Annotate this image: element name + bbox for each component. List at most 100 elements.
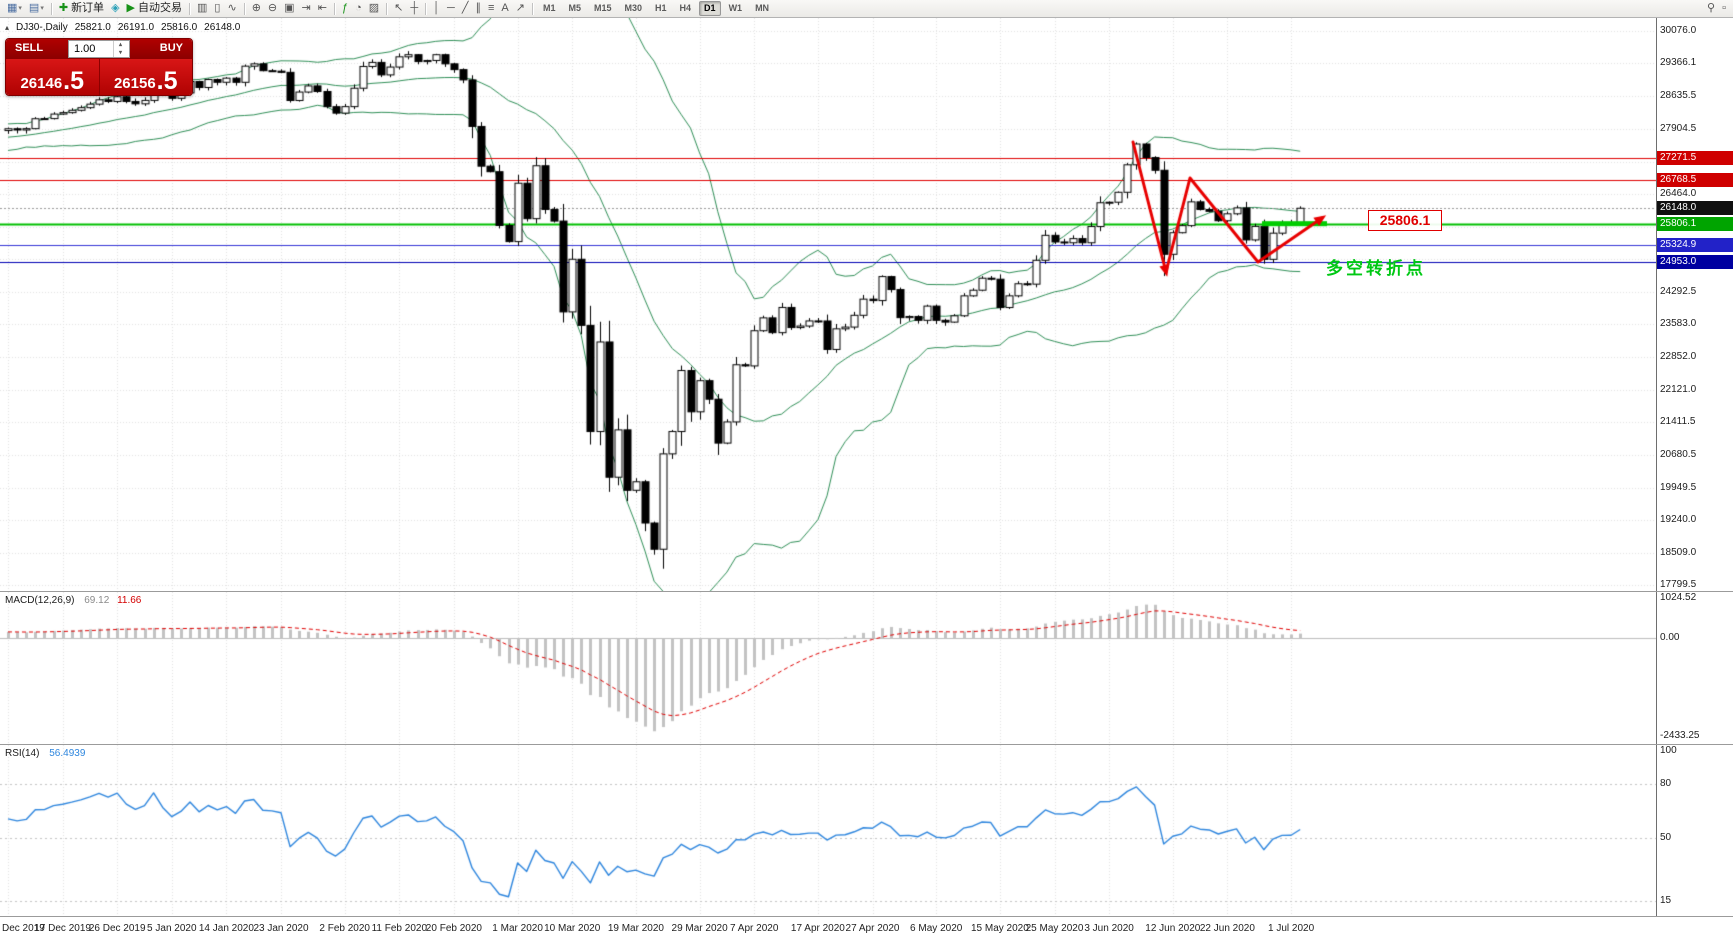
indicators-icon[interactable]: ƒ bbox=[339, 1, 351, 16]
chart-shift-icon[interactable]: ⇤ bbox=[315, 1, 330, 16]
date-axis-label: 7 Apr 2020 bbox=[730, 923, 779, 934]
zoom-in-icon[interactable]: ⊕ bbox=[249, 1, 264, 16]
rsi-canvas[interactable] bbox=[0, 745, 1656, 917]
vertical-line-icon[interactable]: │ bbox=[430, 1, 443, 16]
date-axis-label: 25 May 2020 bbox=[1025, 923, 1084, 934]
volume-increase-button[interactable]: ▴ bbox=[118, 42, 122, 48]
fibonacci-icon[interactable]: ≡ bbox=[485, 1, 497, 16]
autotrade-play-icon: ▶ bbox=[126, 2, 135, 14]
bar-chart-icon: ▥ bbox=[197, 2, 208, 14]
timeframe-m5-button[interactable]: M5 bbox=[568, 3, 581, 13]
buy-price-pip: .5 bbox=[156, 66, 178, 95]
text-icon[interactable]: A bbox=[498, 1, 511, 16]
volume-input[interactable] bbox=[69, 43, 113, 55]
rsi-title: RSI(14) bbox=[5, 748, 40, 759]
chart-symbol-label: DJ30-,Daily bbox=[16, 22, 68, 33]
toolbar-separator bbox=[425, 2, 427, 15]
date-axis-label: 17 Apr 2020 bbox=[790, 923, 845, 934]
crosshair-icon[interactable]: ┼ bbox=[407, 1, 421, 16]
new-order-button[interactable]: ✚ 新订单 bbox=[56, 1, 107, 16]
date-axis-label: 20 Feb 2020 bbox=[425, 923, 482, 934]
price-axis-label: 22121.0 bbox=[1660, 383, 1697, 395]
autotrade-button[interactable]: ▶ 自动交易 bbox=[124, 1, 185, 16]
sell-button[interactable]: SELL bbox=[15, 42, 44, 54]
periods-icon[interactable]: ◔ bbox=[352, 1, 365, 16]
panel-separator[interactable] bbox=[0, 744, 1733, 745]
timeframe-m1-button[interactable]: M1 bbox=[542, 3, 556, 13]
templates-icon[interactable]: ▨ bbox=[366, 1, 382, 16]
timeframe-h1-button[interactable]: H1 bbox=[655, 3, 667, 13]
buy-price-button[interactable]: 26156 .5 bbox=[100, 59, 193, 95]
new-order-button-label: 新订单 bbox=[71, 2, 105, 14]
date-axis-label: 1 Jul 2020 bbox=[1268, 923, 1315, 934]
new-order-icon: ✚ bbox=[58, 2, 69, 14]
sell-price-button[interactable]: 26146 .5 bbox=[6, 59, 99, 95]
chart-profiles-icon[interactable]: ▤ ▾ bbox=[26, 1, 47, 16]
price-annotation-label[interactable]: 25806.1 bbox=[1368, 210, 1442, 231]
toolbar-separator bbox=[531, 2, 533, 15]
horizontal-line-icon[interactable]: ─ bbox=[444, 1, 458, 16]
turning-point-label[interactable]: 多空转折点 bbox=[1326, 259, 1426, 278]
trade-panel-divider bbox=[98, 59, 100, 95]
panel-separator[interactable] bbox=[0, 591, 1733, 592]
tile-windows-icon: ▣ bbox=[284, 2, 295, 14]
candlestick-chart-icon[interactable]: ▯ bbox=[211, 1, 223, 16]
vertical-line-icon: │ bbox=[433, 2, 441, 14]
timeframe-w1-button[interactable]: W1 bbox=[728, 3, 743, 13]
timeframe-m30-button[interactable]: M30 bbox=[624, 3, 643, 13]
price-line-badge: 27271.5 bbox=[1657, 150, 1733, 165]
macd-axis[interactable]: 1024.52 0.00 -2433.25 bbox=[1656, 592, 1733, 745]
trade-panel-top-row: SELL ▴ ▾ BUY bbox=[6, 39, 192, 59]
auto-scroll-icon[interactable]: ⇥ bbox=[299, 1, 314, 16]
rsi-axis[interactable]: 100 80 50 15 bbox=[1656, 745, 1733, 917]
buy-button[interactable]: BUY bbox=[159, 42, 183, 54]
price-axis-label: 21411.5 bbox=[1660, 416, 1696, 427]
one-click-collapse-icon[interactable]: ▴ bbox=[5, 23, 10, 32]
market-watch-icon[interactable]: ◈ bbox=[108, 1, 122, 16]
arrows-icon[interactable]: ↗ bbox=[513, 1, 528, 16]
price-axis-label: 19949.5 bbox=[1660, 481, 1697, 493]
timeframe-mn-button[interactable]: MN bbox=[755, 3, 770, 13]
high-value: 26191.0 bbox=[117, 22, 155, 33]
macd-panel: 1024.52 0.00 -2433.25 MACD(12,26,9) 69.12 … bbox=[0, 592, 1733, 745]
price-axis-label: 18509.0 bbox=[1660, 546, 1697, 558]
chart-shift-icon: ⇤ bbox=[317, 2, 327, 14]
trendline-icon[interactable]: ╱ bbox=[459, 1, 472, 16]
timeframe-d1-button[interactable]: D1 bbox=[699, 1, 721, 16]
date-axis[interactable]: Dec 2019 17 Dec 2019 26 Dec 2019 5 Jan 2020… bbox=[0, 917, 1733, 941]
candlestick-chart-icon: ▯ bbox=[214, 2, 221, 14]
search-icon: ⚲ bbox=[1707, 2, 1716, 14]
cursor-icon[interactable]: ↖ bbox=[391, 1, 406, 16]
channel-icon: ∥ bbox=[475, 2, 481, 14]
volume-spinners: ▴ ▾ bbox=[113, 41, 127, 57]
main-chart-canvas[interactable] bbox=[0, 18, 1656, 592]
line-chart-icon: ∿ bbox=[227, 2, 237, 14]
macd-title: MACD(12,26,9) bbox=[5, 595, 75, 606]
tile-windows-icon[interactable]: ▣ bbox=[281, 1, 297, 16]
search-icon[interactable]: ⚲ bbox=[1704, 1, 1718, 16]
price-axis-label: 27904.5 bbox=[1660, 122, 1697, 134]
price-axis-label: 22852.0 bbox=[1660, 350, 1697, 362]
volume-stepper[interactable]: ▴ ▾ bbox=[68, 40, 130, 58]
periods-icon: ◔ bbox=[355, 2, 362, 14]
rsi-axis-label: 80 bbox=[1660, 778, 1672, 790]
timeframe-m15-button[interactable]: M15 bbox=[593, 3, 612, 13]
date-axis-label: 12 Jun 2020 bbox=[1145, 923, 1201, 934]
macd-header: MACD(12,26,9) 69.12 11.66 bbox=[5, 595, 141, 606]
zoom-out-icon[interactable]: ⊖ bbox=[265, 1, 280, 16]
macd-canvas[interactable] bbox=[0, 592, 1656, 745]
price-axis-label: 24292.5 bbox=[1660, 285, 1697, 297]
panel-separator bbox=[0, 916, 1733, 917]
toolbar-separator bbox=[189, 2, 190, 15]
price-line-badge: 25324.9 bbox=[1657, 238, 1733, 253]
volume-decrease-button[interactable]: ▾ bbox=[118, 50, 122, 56]
window-box-icon[interactable]: ▫ bbox=[1719, 1, 1729, 16]
price-axis[interactable]: 30076.0 29366.1 28635.5 27904.5 26464.0 24292… bbox=[1656, 18, 1733, 592]
bar-chart-icon[interactable]: ▥ bbox=[194, 1, 210, 16]
date-axis-label: 11 Feb 2020 bbox=[371, 923, 428, 934]
channel-icon[interactable]: ∥ bbox=[472, 1, 484, 16]
new-chart-icon[interactable]: ▦ ▾ bbox=[4, 1, 25, 16]
timeframe-h4-button[interactable]: H4 bbox=[679, 3, 692, 13]
auto-scroll-icon: ⇥ bbox=[301, 2, 311, 14]
line-chart-icon[interactable]: ∿ bbox=[224, 1, 239, 16]
